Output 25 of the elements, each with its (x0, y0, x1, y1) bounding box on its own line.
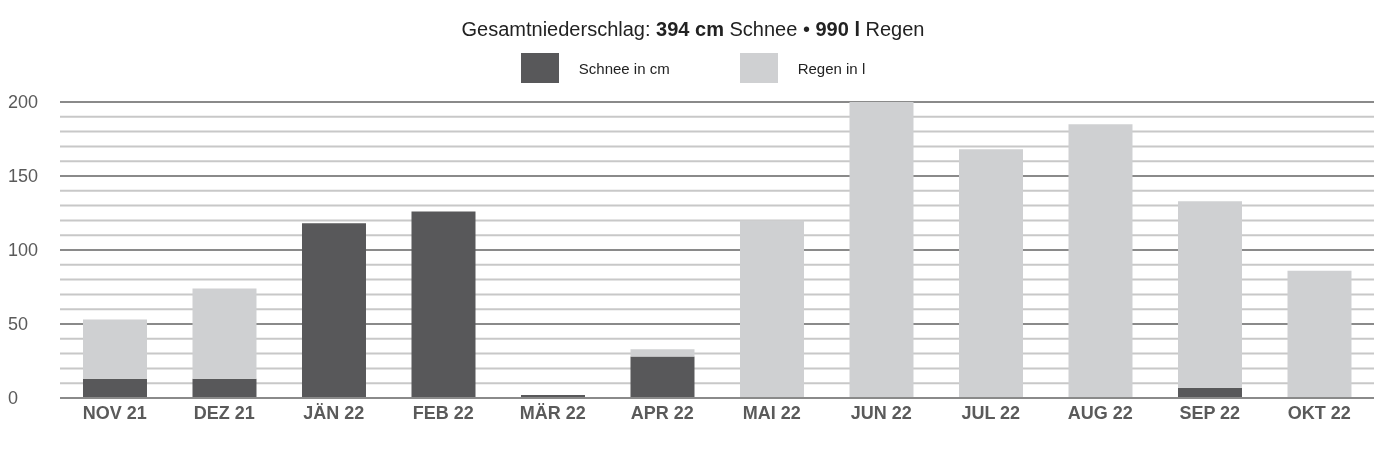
x-tick-label: JUL 22 (961, 402, 1021, 423)
x-tick-label: DEZ 21 (193, 402, 255, 423)
y-tick-label: 200 (8, 92, 39, 113)
x-tick-label: MAI 22 (742, 402, 801, 423)
y-tick-label: 0 (8, 388, 19, 409)
x-tick-label: APR 22 (630, 402, 694, 423)
y-tick-label: 150 (8, 166, 39, 187)
x-tick-label: AUG 22 (1067, 402, 1133, 423)
x-tick-label: FEB 22 (412, 402, 474, 423)
x-tick-label: JÄN 22 (303, 402, 365, 423)
x-tick-label: SEP 22 (1179, 402, 1241, 423)
bar (192, 378, 257, 398)
bar (83, 378, 147, 398)
bar (411, 211, 476, 398)
x-tick-label: MÄR 22 (519, 402, 586, 423)
x-tick-label: OKT 22 (1287, 402, 1351, 423)
y-tick-label: 100 (8, 240, 39, 261)
bar (630, 356, 695, 398)
y-tick-label: 50 (8, 314, 29, 335)
chart-title: Gesamtniederschlag: 394 cm Schnee • 990 l Regen (461, 18, 925, 40)
legend-label: Regen in l (797, 59, 866, 77)
legend-label: Schnee in cm (578, 59, 670, 77)
x-tick-label: NOV 21 (82, 402, 147, 423)
bar (302, 223, 366, 398)
x-tick-label: JUN 22 (850, 402, 912, 423)
